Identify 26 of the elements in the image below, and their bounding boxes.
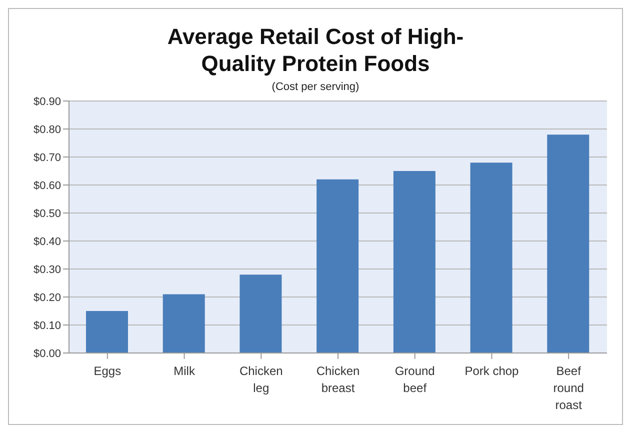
x-tick-label: Chicken leg	[239, 364, 283, 395]
bar	[162, 294, 205, 353]
bar	[316, 179, 359, 353]
x-tick-label: Chicken breast	[316, 364, 360, 395]
bar	[470, 162, 512, 353]
y-tick-label: $0.20	[33, 292, 61, 304]
y-tick-label: $0.40	[33, 236, 61, 248]
y-tick-label: $0.10	[33, 320, 61, 332]
chart-title: Average Retail Cost of High-Quality Protein Foods	[166, 23, 465, 77]
bar	[86, 311, 128, 353]
bar	[240, 274, 282, 353]
y-tick-label: $0.60	[33, 180, 61, 192]
y-tick-label: $0.30	[33, 264, 61, 276]
x-tick-label: Milk	[174, 364, 196, 378]
x-tick-label: Beef round roast	[553, 364, 584, 412]
x-tick-label: Pork chop	[464, 364, 520, 378]
bar	[547, 134, 590, 353]
x-tick-label: Ground beef	[394, 364, 435, 395]
y-tick-label: $0.90	[33, 96, 61, 108]
y-tick-label: $0.70	[33, 152, 61, 164]
bar	[393, 171, 436, 353]
y-tick-label: $0.50	[33, 208, 61, 220]
y-tick-label: $0.00	[33, 348, 61, 360]
y-tick-label: $0.80	[33, 124, 61, 136]
chart-subtitle: (Cost per serving)	[270, 81, 360, 93]
x-tick-label: Eggs	[94, 364, 122, 378]
